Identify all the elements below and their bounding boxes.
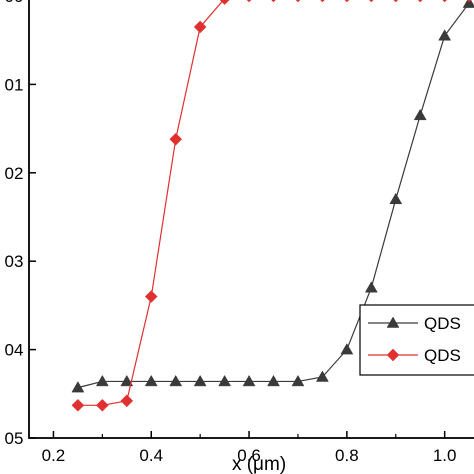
x-axis: 0.2 0.4 0.6 0.8 1.0 bbox=[42, 431, 457, 465]
x-tick-label: 0.4 bbox=[139, 446, 163, 465]
diamond-marker bbox=[442, 0, 448, 3]
triangle-marker bbox=[462, 0, 474, 8]
diamond-marker bbox=[320, 0, 325, 3]
y-tick-label: 05 bbox=[5, 429, 24, 448]
diamond-marker bbox=[417, 0, 423, 3]
diamond-marker bbox=[246, 0, 252, 3]
triangle-marker bbox=[413, 108, 427, 121]
diamond-marker bbox=[95, 398, 109, 412]
series-line bbox=[77, 0, 225, 406]
legend: QDS QDS bbox=[359, 304, 474, 376]
triangle-marker bbox=[364, 281, 378, 293]
legend-label: QDS bbox=[424, 314, 461, 333]
diamond-marker bbox=[386, 348, 400, 362]
triangle-marker bbox=[291, 374, 305, 387]
triangle-marker bbox=[193, 374, 207, 387]
triangle-marker bbox=[267, 374, 280, 387]
diamond-marker bbox=[144, 290, 158, 303]
diamond-marker bbox=[295, 0, 301, 3]
plot-frame bbox=[28, 0, 474, 439]
diamond-marker bbox=[466, 0, 472, 3]
triangle-marker bbox=[95, 374, 109, 387]
diamond-marker bbox=[120, 394, 134, 408]
diamond-marker bbox=[193, 20, 207, 34]
diamond-marker bbox=[393, 0, 399, 3]
x-tick-label: 0.6 bbox=[237, 446, 261, 465]
triangle-marker bbox=[71, 381, 85, 393]
legend-item: QDS bbox=[368, 314, 461, 333]
x-tick-label: 1.0 bbox=[433, 446, 457, 465]
triangle-marker bbox=[386, 316, 400, 328]
diamond-marker bbox=[368, 0, 374, 3]
triangle-marker bbox=[120, 374, 134, 387]
y-tick-label: 00 bbox=[5, 0, 24, 6]
diamond-marker bbox=[71, 398, 85, 412]
triangle-marker bbox=[242, 374, 256, 387]
triangle-marker bbox=[340, 343, 354, 355]
legend-item: QDS bbox=[368, 346, 461, 365]
y-tick-label: 02 bbox=[5, 164, 24, 183]
triangle-marker bbox=[144, 374, 158, 387]
triangle-marker bbox=[315, 370, 329, 382]
legend-box bbox=[359, 304, 474, 376]
legend-label: QDS bbox=[424, 346, 461, 365]
diamond-marker bbox=[271, 0, 276, 3]
series-1 bbox=[71, 0, 474, 393]
x-axis-title: x (μm) bbox=[232, 454, 286, 474]
triangle-marker bbox=[389, 192, 403, 205]
diamond-marker bbox=[169, 132, 183, 146]
triangle-marker bbox=[169, 374, 183, 387]
diamond-marker bbox=[219, 0, 230, 6]
y-tick-label: 03 bbox=[5, 252, 24, 271]
x-tick-label: 0.8 bbox=[335, 446, 359, 465]
y-tick-label: 01 bbox=[5, 75, 24, 94]
diamond-marker bbox=[344, 0, 350, 3]
x-tick-label: 0.2 bbox=[42, 446, 66, 465]
series-2 bbox=[71, 0, 472, 412]
y-axis: 00 01 02 03 04 05 bbox=[5, 0, 36, 448]
triangle-marker bbox=[438, 29, 452, 41]
series-layer bbox=[71, 0, 474, 412]
triangle-marker bbox=[218, 374, 232, 387]
y-tick-label: 04 bbox=[5, 341, 24, 360]
